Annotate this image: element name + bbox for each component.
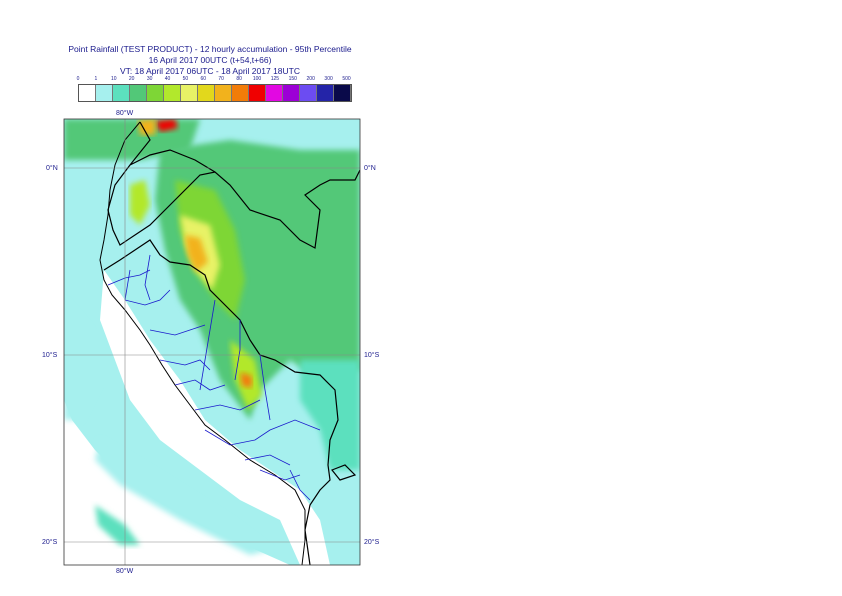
- legend-threshold-label: 30: [146, 76, 153, 82]
- legend-threshold-labels: 0 1 10 20 30 40 50 60 70 80 100 125 150 200 300 500: [69, 76, 359, 84]
- map-field: [64, 119, 360, 565]
- legend-swatch: [79, 85, 96, 101]
- legend-threshold-label: 0: [76, 76, 80, 82]
- legend-swatch: [96, 85, 113, 101]
- lat-label-0-right: 0°N: [364, 165, 376, 172]
- chart-title: Point Rainfall (TEST PRODUCT) - 12 hourl…: [68, 44, 352, 54]
- lat-label-0-left: 0°N: [46, 165, 58, 172]
- legend-threshold-label: 200: [306, 76, 315, 82]
- legend-threshold-label: 300: [324, 76, 333, 82]
- legend-swatch: [130, 85, 147, 101]
- legend-threshold-label: 1: [94, 76, 98, 82]
- legend-threshold-label: 70: [218, 76, 224, 82]
- lat-label-10-right: 10°S: [364, 352, 380, 359]
- ocean-rain-streak-2: [95, 505, 140, 545]
- legend-swatch: [300, 85, 317, 101]
- legend-swatch: [266, 85, 283, 101]
- lat-label-20-right: 20°S: [364, 539, 380, 546]
- legend-swatch: [198, 85, 215, 101]
- coastline: [99, 121, 306, 565]
- rain-zone-south-orange: [240, 372, 252, 388]
- legend-threshold-label: 50: [182, 76, 189, 82]
- lon-label-top: 80°W: [116, 110, 134, 117]
- legend-swatch: [283, 85, 300, 101]
- legend-threshold-label: 150: [288, 76, 297, 82]
- rain-zone-orange-core: [185, 235, 208, 272]
- legend-threshold-label: 100: [252, 76, 262, 82]
- legend-threshold-label: 500: [342, 76, 351, 82]
- lon-label-bottom: 80°W: [116, 568, 134, 575]
- legend-swatch: [215, 85, 232, 101]
- country-borders: [103, 121, 360, 565]
- legend-swatch: [147, 85, 164, 101]
- legend-swatch: [232, 85, 249, 101]
- rain-zone-teal: [300, 360, 360, 470]
- legend-threshold-label: 20: [128, 76, 135, 82]
- ocean-rain-streak-3: [64, 300, 100, 420]
- rain-zone-top-red: [155, 119, 178, 132]
- rain-zone-top-orange: [138, 119, 156, 135]
- map-frame: [63, 118, 361, 566]
- region-borders: [107, 254, 321, 501]
- lat-label-20-left: 20°S: [42, 539, 58, 546]
- legend-swatch: [181, 85, 198, 101]
- legend-swatch: [113, 85, 130, 101]
- legend-threshold-label: 80: [236, 76, 242, 82]
- legend-swatch: [249, 85, 266, 101]
- legend-threshold-label: 125: [270, 76, 280, 82]
- rain-zone-coast-yellow: [130, 180, 150, 225]
- legend-threshold-label: 40: [164, 76, 171, 82]
- color-legend: [78, 84, 352, 102]
- graticule: [64, 119, 360, 565]
- dry-coast: [100, 270, 330, 565]
- legend-threshold-label: 10: [111, 76, 117, 82]
- init-time: 16 April 2017 00UTC (t+54,t+66): [148, 55, 272, 65]
- legend-swatch: [317, 85, 334, 101]
- legend-swatch: [164, 85, 181, 101]
- valid-time: VT: 18 April 2017 06UTC - 18 April 2017 …: [119, 66, 300, 76]
- legend-swatch: [334, 85, 351, 101]
- ocean-rain-streak-1: [95, 440, 270, 555]
- legend-threshold-label: 60: [200, 76, 207, 82]
- lat-label-10-left: 10°S: [42, 352, 58, 359]
